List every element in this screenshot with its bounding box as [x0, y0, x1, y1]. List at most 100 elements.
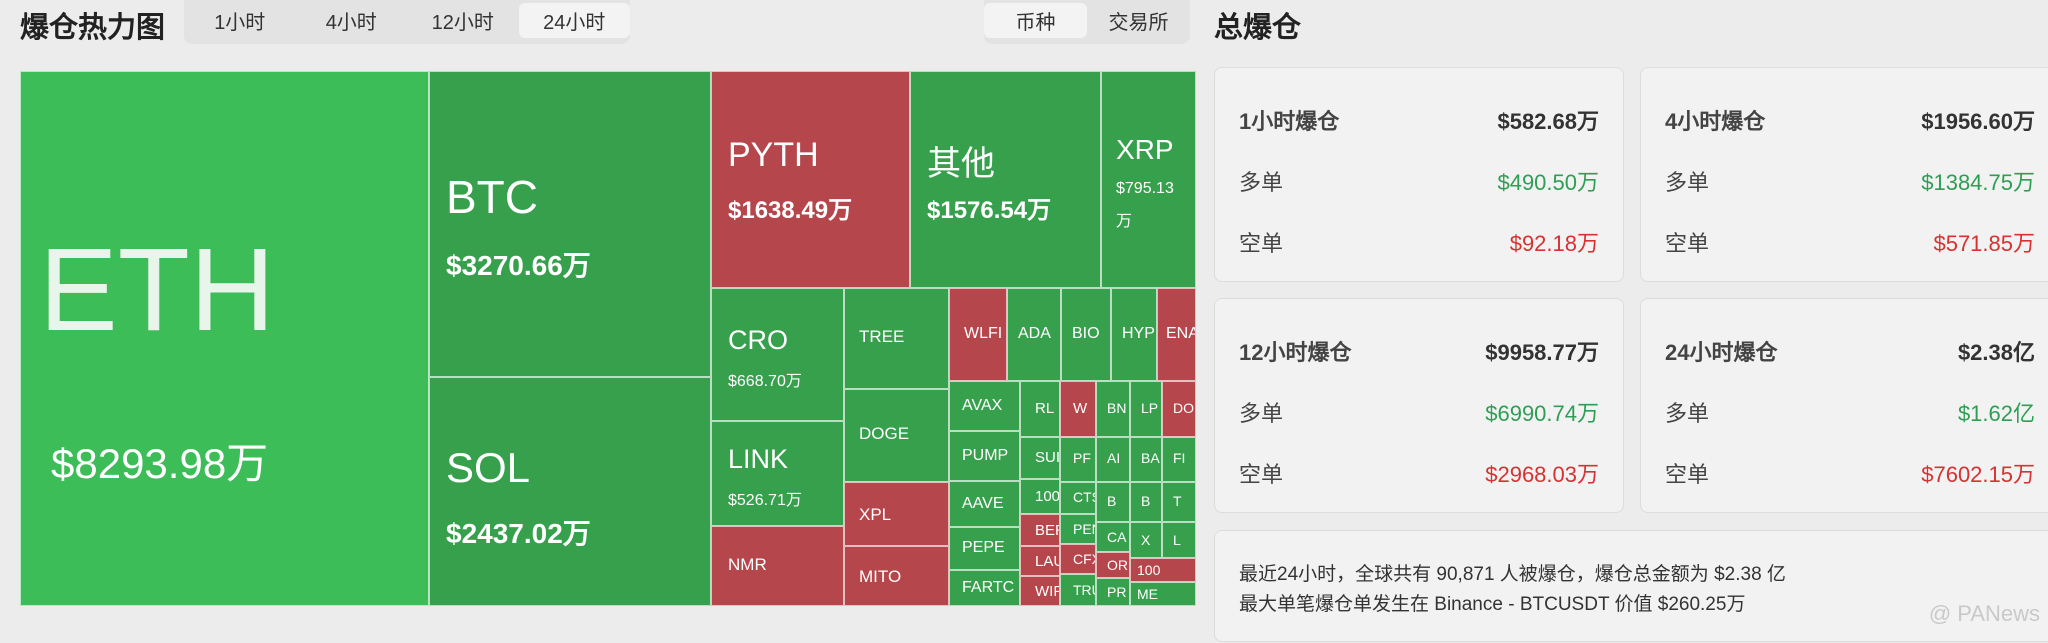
tile-doge-symbol: DOGE [859, 424, 910, 443]
tile-ada-symbol: ADA [1018, 325, 1051, 342]
tile-doge[interactable]: DOGE [844, 389, 949, 482]
tile-do[interactable]: DO [1162, 381, 1196, 437]
tile-x-symbol: X [1141, 532, 1151, 548]
tile-pump[interactable]: PUMP [949, 431, 1020, 481]
tile-sui[interactable]: SUI [1020, 437, 1060, 479]
tile-eth[interactable]: ETH $8293.98万 [20, 71, 429, 606]
tab-12h[interactable]: 12小时 [431, 12, 494, 34]
tile-cts-symbol: CTS [1073, 489, 1095, 505]
tile-fartc[interactable]: FARTC [949, 570, 1020, 606]
summary-card: 最近24小时，全球共有 90,871 人被爆仓，爆仓总金额为 $2.38 亿 最… [1214, 530, 2048, 642]
tile-xpl[interactable]: XPL [844, 482, 949, 546]
tile-avax[interactable]: AVAX [949, 381, 1020, 431]
tab-24h[interactable]: 24小时 [518, 3, 630, 38]
card-24h-title: 24小时爆仓 [1665, 340, 1778, 365]
tile-other-value: $1576.54万 [927, 197, 1052, 224]
card-4h-long: $1384.75万 [1921, 170, 2035, 195]
tile-or[interactable]: OR [1096, 552, 1130, 578]
tile-lau[interactable]: LAU [1020, 546, 1060, 576]
tile-sol-symbol: SOL [446, 444, 531, 491]
tile-link[interactable]: LINK $526.71万 [711, 421, 844, 526]
tab-4h[interactable]: 4小时 [325, 12, 377, 34]
tile-1000-symbol: 1000 [1035, 488, 1060, 505]
card-24h-short-label: 空单 [1665, 462, 1710, 487]
tile-ena[interactable]: ENA [1157, 288, 1196, 381]
tile-ca-symbol: CA [1107, 529, 1127, 545]
tile-cro[interactable]: CRO $668.70万 [711, 288, 844, 421]
tile-ada[interactable]: ADA [1007, 288, 1061, 381]
tile-other[interactable]: 其他 $1576.54万 [910, 71, 1101, 288]
card-12h-title: 12小时爆仓 [1239, 340, 1352, 365]
tile-ba[interactable]: BA [1130, 437, 1162, 482]
tile-eth-value: $8293.98万 [51, 440, 269, 487]
card-1h-long-label: 多单 [1239, 170, 1284, 195]
tile-tree[interactable]: TREE [844, 288, 949, 389]
card-24h-long-label: 多单 [1665, 401, 1710, 426]
tile-b2[interactable]: B [1130, 482, 1162, 522]
tile-btc-value: $3270.66万 [446, 250, 591, 281]
tile-avax-symbol: AVAX [962, 397, 1003, 414]
tile-fi[interactable]: FI [1162, 437, 1196, 482]
tile-x[interactable]: X [1130, 522, 1162, 558]
card-4h-total: $1956.60万 [1921, 109, 2035, 134]
tile-btc[interactable]: BTC $3270.66万 [429, 71, 711, 377]
tab-coin[interactable]: 币种 [984, 3, 1087, 38]
tile-btc-symbol: BTC [446, 171, 538, 223]
tile-me-symbol: ME [1137, 586, 1158, 602]
tile-do-symbol: DO [1173, 400, 1194, 416]
tile-pepe[interactable]: PEPE [949, 527, 1020, 570]
tile-cro-value: $668.70万 [728, 373, 802, 390]
tile-me[interactable]: ME [1130, 582, 1196, 606]
tile-cfx[interactable]: CFX [1060, 544, 1096, 574]
card-12h-long-label: 多单 [1239, 401, 1284, 426]
tile-rl[interactable]: RL [1020, 381, 1060, 437]
tile-ba-symbol: BA [1141, 450, 1160, 466]
tile-l[interactable]: L [1162, 522, 1196, 558]
card-24h-long: $1.62亿 [1957, 401, 2035, 426]
tile-1000[interactable]: 1000 [1020, 479, 1060, 514]
tile-xrp-value-2: 万 [1116, 213, 1133, 230]
tile-tree-symbol: TREE [859, 327, 905, 346]
tile-xrp[interactable]: XRP $795.13 万 [1101, 71, 1196, 288]
tile-pen[interactable]: PEN [1060, 514, 1096, 544]
tile-bio[interactable]: BIO [1061, 288, 1111, 381]
tile-bn[interactable]: BN [1096, 381, 1130, 437]
card-12h-total: $9958.77万 [1485, 340, 1599, 365]
tile-mito[interactable]: MITO [844, 546, 949, 606]
summary-line-2: 最大单笔爆仓单发生在 Binance - BTCUSDT 价值 $260.25万 [1239, 594, 1746, 615]
card-12h-short: $2968.03万 [1485, 462, 1599, 487]
tile-xrp-symbol: XRP [1116, 134, 1174, 165]
tile-wlfi[interactable]: WLFI [949, 288, 1007, 381]
tile-link-symbol: LINK [728, 444, 789, 474]
tile-pf-symbol: PF [1073, 450, 1091, 466]
tile-wif[interactable]: WIF [1020, 576, 1060, 606]
tile-pr-symbol: PR [1107, 584, 1127, 600]
tile-pyth-symbol: PYTH [728, 136, 819, 174]
tile-pr[interactable]: PR [1096, 578, 1130, 606]
tile-100[interactable]: 100 [1130, 558, 1196, 582]
tile-b1[interactable]: B [1096, 482, 1130, 522]
tile-cts[interactable]: CTS [1060, 482, 1096, 514]
summary-line-1: 最近24小时，全球共有 90,871 人被爆仓，爆仓总金额为 $2.38 亿 [1239, 564, 1786, 585]
tile-pf[interactable]: PF [1060, 437, 1096, 482]
group-type-tabs: 币种 交易所 [984, 0, 1190, 44]
tile-t[interactable]: T [1162, 482, 1196, 522]
tile-sol[interactable]: SOL $2437.02万 [429, 377, 711, 606]
tile-bio-symbol: BIO [1072, 325, 1100, 342]
tile-pyth[interactable]: PYTH $1638.49万 [711, 71, 910, 288]
tab-exchange[interactable]: 交易所 [1108, 12, 1169, 34]
tile-tru[interactable]: TRU [1060, 574, 1096, 606]
card-4h: 4小时爆仓 $1956.60万 多单 $1384.75万 空单 $571.85万 [1640, 67, 2048, 282]
liquidation-treemap: ETH $8293.98万 BTC $3270.66万 SOL $2437.02… [20, 71, 1196, 606]
tile-ca[interactable]: CA [1096, 522, 1130, 552]
card-1h-title: 1小时爆仓 [1239, 109, 1340, 134]
tile-aave[interactable]: AAVE [949, 481, 1020, 527]
tile-nmr[interactable]: NMR [711, 526, 844, 606]
tile-ber[interactable]: BER [1020, 514, 1060, 546]
tile-lp[interactable]: LP [1130, 381, 1162, 437]
tab-1h[interactable]: 1小时 [214, 12, 266, 34]
tile-w[interactable]: W [1060, 381, 1096, 437]
tile-ai[interactable]: AI [1096, 437, 1130, 482]
page-title: 爆仓热力图 [20, 12, 166, 44]
